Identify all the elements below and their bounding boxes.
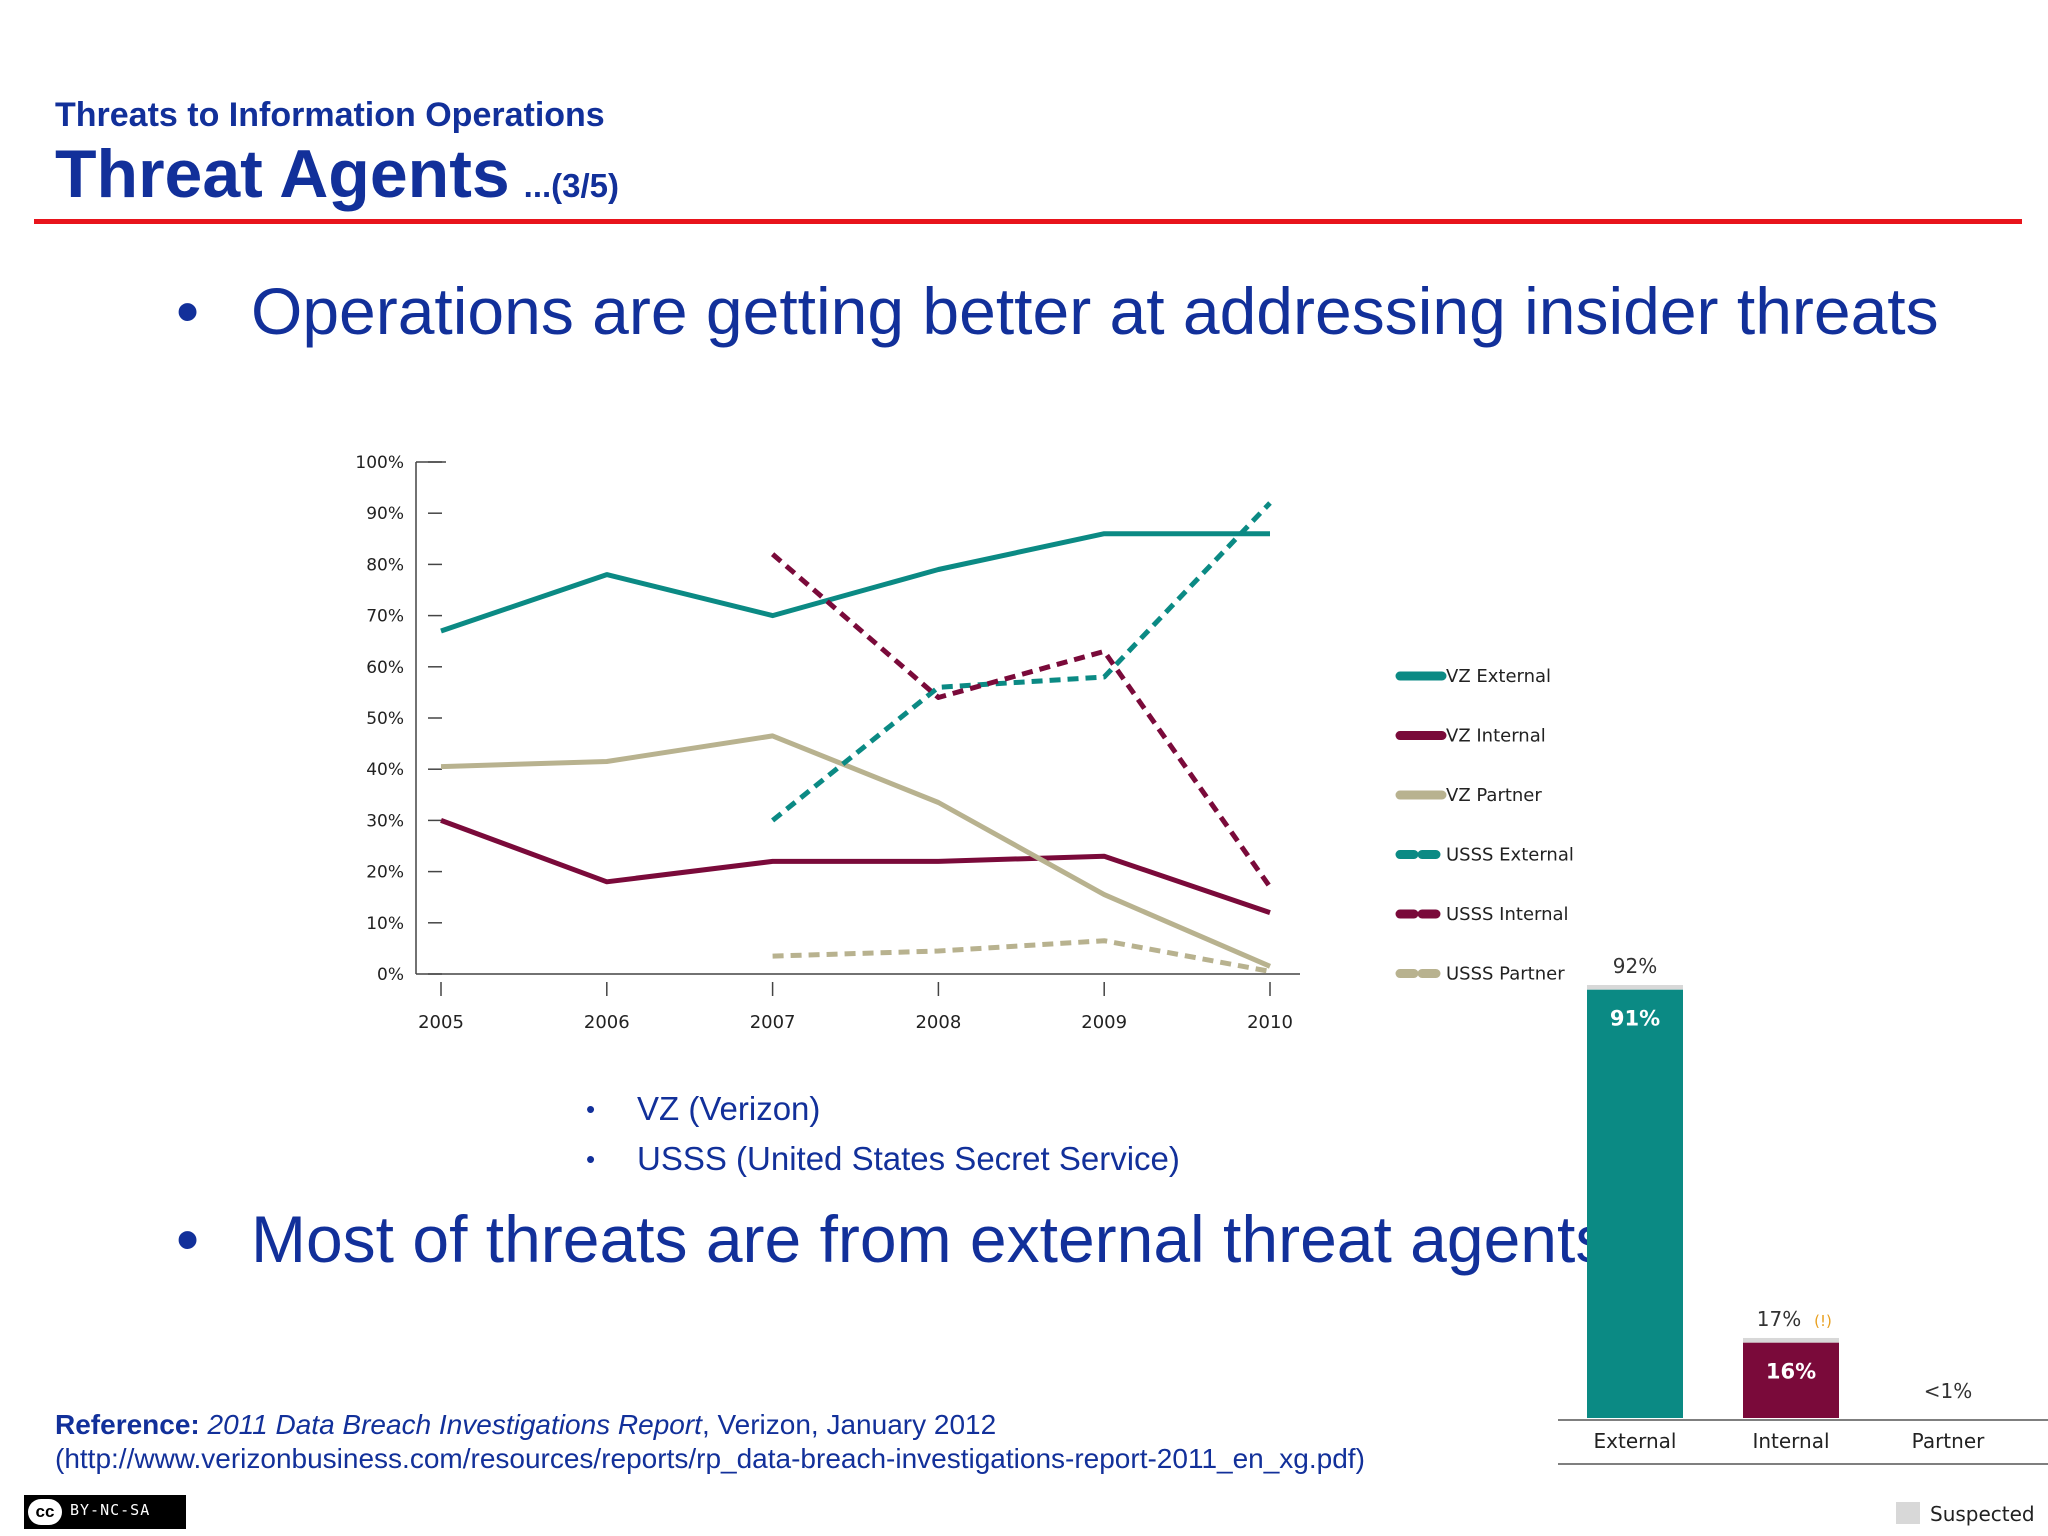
series-line-usss-internal [770,552,1273,889]
y-tick-label: 20% [366,863,404,883]
y-tick-label: 0% [377,965,404,985]
y-tick-label: 40% [366,760,404,780]
reference-label: Reference: [55,1409,200,1440]
bullet-external-threats: • Most of threats are from external thre… [176,1198,1876,1368]
abbrev-text: USSS (United States Secret Service) [637,1140,1180,1177]
section-subtitle: Threats to Information Operations [55,96,605,134]
y-tick-label: 60% [366,658,404,678]
y-tick-label: 100% [355,453,404,473]
series-line-vz-internal [440,818,1271,915]
legend-swatch-suspected [1896,1502,1920,1524]
legend-label: USSS External [1446,845,1574,866]
series-line-usss-external [771,501,1272,823]
cc-icon: cc [28,1499,62,1525]
bar-internal [1743,1342,1839,1418]
title-divider [34,219,2022,224]
bullet-marker: • [586,1144,596,1174]
bar-total-label: 17% [1757,1307,1801,1331]
bullet-text: Operations are getting better at address… [251,274,1939,348]
legend-label: VZ Internal [1446,726,1546,747]
legend-label: USSS Internal [1446,904,1569,925]
bar-value-label: 91% [1610,1007,1660,1031]
abbrev-vz: • VZ (Verizon) [586,1090,1286,1130]
x-tick-label: 2010 [1247,1012,1293,1033]
reference-publisher: , Verizon, January 2012 [701,1409,997,1440]
bar-suspected-segment [1743,1337,1839,1343]
bar-total-label: <1% [1924,1379,1973,1403]
legend-label: USSS Partner [1446,964,1565,985]
y-tick-label: 80% [366,555,404,575]
legend-label: VZ Partner [1446,785,1542,806]
y-tick-label: 50% [366,709,404,729]
line-chart-legend: VZ External VZ Internal VZ Partner USSS Ext… [1395,666,1574,985]
abbrev-usss: • USSS (United States Secret Service) [586,1140,1286,1180]
bar-category-label: External [1594,1429,1677,1453]
bullet-insider-threats: • Operations are getting better at addre… [176,270,1976,440]
series-line-vz-external [440,531,1270,634]
legend-label: Suspected [1930,1502,2035,1526]
bar-external [1587,989,1683,1418]
bar-category-label: Partner [1912,1429,1985,1453]
bar-chart-axis: External Internal Partner [1558,1419,2048,1465]
threat-agents-line-chart: 0% 10% 20% 30% 40% 50% 60% 70% 80% 90% 100% 2005 200… [355,453,1574,1033]
line-chart-series [440,501,1273,974]
y-tick-label: 90% [366,504,404,524]
slide-title: Threat Agents ...(3/5) [55,140,619,208]
series-line-usss-partner [772,938,1271,974]
reference-citation: Reference: 2011 Data Breach Investigatio… [55,1408,1365,1476]
slide-part-indicator: ...(3/5) [523,167,620,204]
bar-chart-bars: 91% 92% 16% 17% (!) <1% [1587,954,1972,1418]
bar-chart-legend: Suspected [1896,1502,2035,1526]
series-line-vz-partner [440,733,1271,969]
slide-title-text: Threat Agents [55,136,510,212]
x-tick-label: 2006 [584,1012,630,1033]
reference-url[interactable]: (http://www.verizonbusiness.com/resource… [55,1443,1365,1474]
reference-line: Reference: 2011 Data Breach Investigatio… [55,1408,1365,1442]
threat-agents-bar-chart: 91% 92% 16% 17% (!) <1% External Internal Partn… [1558,954,2048,1526]
y-tick-label: 30% [366,811,404,831]
x-tick-label: 2008 [915,1012,961,1033]
cc-license-badge[interactable]: cc BY-NC-SA [24,1495,186,1529]
bar-total-label: 92% [1613,954,1657,978]
warning-mark: (!) [1814,1312,1832,1330]
x-tick-label: 2009 [1081,1012,1127,1033]
bullet-marker: • [176,1202,200,1276]
bullet-marker: • [176,274,200,348]
abbrev-text: VZ (Verizon) [637,1090,821,1127]
bullet-marker: • [586,1094,596,1124]
bar-category-label: Internal [1752,1429,1829,1453]
bar-value-label: 16% [1766,1360,1816,1384]
y-tick-label: 10% [366,914,404,934]
x-tick-label: 2005 [418,1012,464,1033]
legend-label: VZ External [1446,666,1551,687]
line-chart-axes: 0% 10% 20% 30% 40% 50% 60% 70% 80% 90% 100% 2005 200… [355,453,1300,1033]
bar-suspected-segment [1587,985,1683,990]
bullet-text: Most of threats are from external threat… [251,1202,1609,1276]
x-tick-label: 2007 [750,1012,796,1033]
license-text: BY-NC-SA [70,1501,151,1519]
reference-title: 2011 Data Breach Investigations Report [207,1409,702,1440]
y-tick-label: 70% [366,607,404,627]
